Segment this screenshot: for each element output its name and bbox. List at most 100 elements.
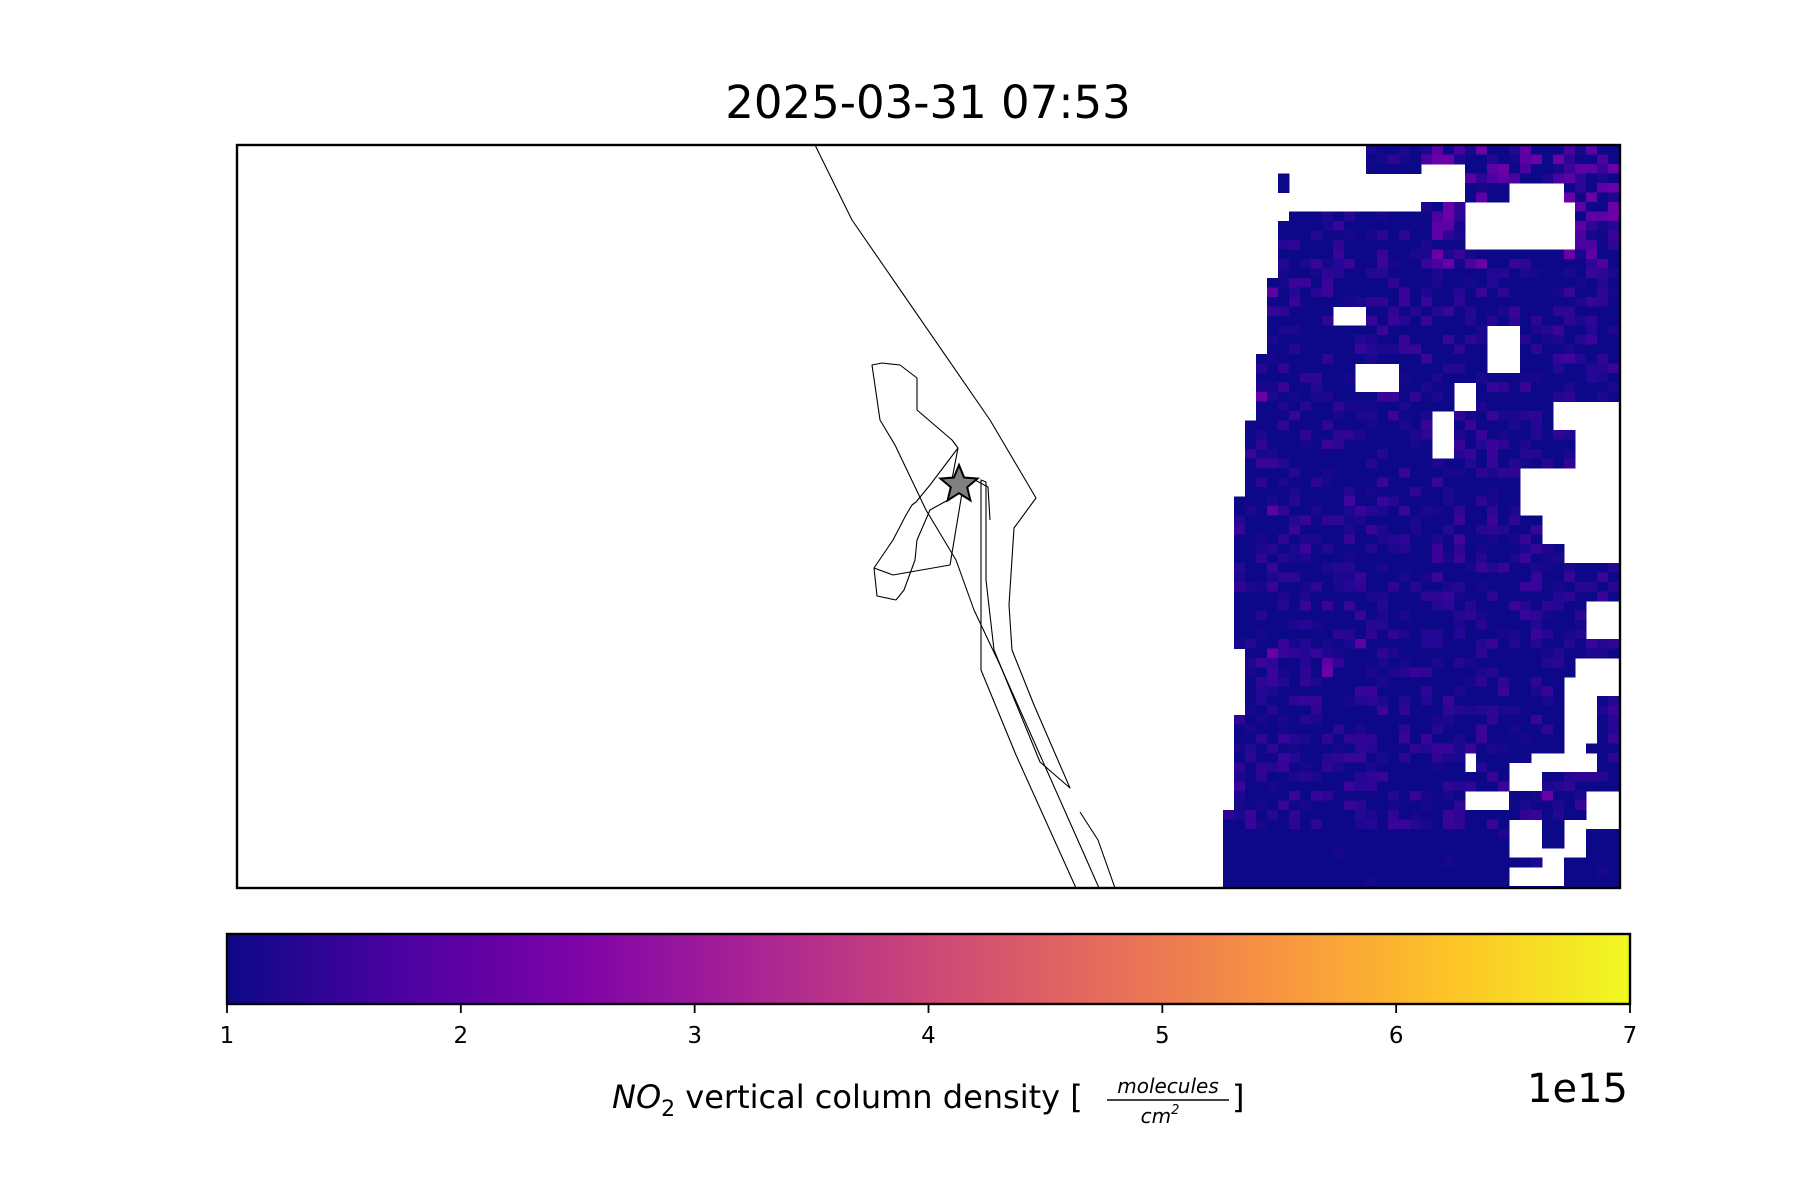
no2-pixel — [1487, 145, 1499, 155]
no2-pixel — [1278, 354, 1290, 364]
no2-pixel — [1410, 563, 1422, 573]
no2-pixel — [1454, 439, 1466, 450]
no2-pixel — [1487, 259, 1499, 269]
colorbar-tick-label: 5 — [1155, 1023, 1170, 1049]
no2-pixel — [1498, 667, 1510, 678]
no2-pixel — [1520, 382, 1532, 393]
no2-pixel — [1377, 610, 1389, 621]
no2-pixel — [1476, 439, 1488, 450]
no2-pixel — [1454, 325, 1466, 336]
no2-pixel — [1388, 506, 1400, 516]
no2-pixel — [1267, 705, 1279, 716]
no2-pixel — [1322, 810, 1334, 820]
no2-pixel — [1575, 810, 1587, 820]
no2-pixel — [1399, 468, 1411, 478]
no2-pixel — [1388, 819, 1400, 830]
no2-pixel — [1421, 867, 1433, 877]
no2-pixel — [1553, 439, 1565, 450]
no2-pixel — [1355, 487, 1367, 497]
no2-pixel — [1443, 487, 1455, 497]
no2-pixel — [1454, 278, 1466, 288]
no2-pixel — [1487, 553, 1499, 564]
no2-pixel — [1465, 164, 1477, 174]
no2-pixel — [1245, 458, 1257, 469]
no2-pixel — [1487, 838, 1499, 849]
no2-pixel — [1498, 401, 1510, 412]
no2-pixel — [1388, 344, 1400, 355]
no2-pixel — [1553, 249, 1565, 260]
no2-pixel — [1564, 629, 1576, 640]
no2-pixel — [1278, 743, 1290, 754]
no2-pixel — [1575, 601, 1587, 611]
no2-pixel — [1267, 829, 1279, 839]
no2-pixel — [1509, 591, 1521, 602]
no2-pixel — [1366, 306, 1378, 317]
no2-pixel — [1410, 876, 1422, 887]
no2-pixel — [1421, 449, 1433, 459]
no2-pixel — [1586, 848, 1598, 858]
no2-pixel — [1333, 819, 1345, 830]
no2-pixel — [1344, 515, 1356, 526]
no2-pixel — [1256, 525, 1268, 535]
no2-pixel — [1256, 696, 1268, 706]
no2-pixel — [1399, 401, 1411, 412]
no2-pixel — [1256, 734, 1268, 744]
no2-pixel — [1597, 867, 1609, 877]
no2-pixel — [1520, 724, 1532, 735]
no2-pixel — [1443, 848, 1455, 858]
no2-pixel — [1509, 268, 1521, 279]
no2-pixel — [1520, 534, 1532, 545]
no2-pixel — [1278, 867, 1290, 877]
colorbar-tick-label: 2 — [454, 1023, 469, 1049]
no2-pixel — [1476, 496, 1488, 507]
no2-pixel — [1564, 363, 1576, 374]
no2-pixel — [1333, 392, 1345, 402]
no2-pixel — [1399, 145, 1411, 155]
no2-pixel — [1278, 534, 1290, 545]
no2-pixel — [1509, 667, 1521, 678]
no2-pixel — [1377, 354, 1389, 364]
no2-pixel — [1245, 686, 1257, 697]
no2-pixel — [1542, 705, 1554, 716]
no2-pixel — [1245, 506, 1257, 516]
no2-pixel — [1300, 629, 1312, 640]
no2-pixel — [1498, 724, 1510, 735]
no2-pixel — [1498, 715, 1510, 725]
no2-pixel — [1300, 534, 1312, 545]
no2-pixel — [1575, 857, 1587, 868]
no2-pixel — [1476, 601, 1488, 611]
no2-pixel — [1465, 610, 1477, 621]
no2-pixel — [1333, 667, 1345, 678]
no2-pixel — [1608, 211, 1620, 222]
no2-pixel — [1289, 772, 1301, 782]
no2-pixel — [1608, 221, 1620, 231]
no2-pixel — [1256, 449, 1268, 459]
no2-pixel — [1245, 544, 1257, 554]
no2-pixel — [1520, 705, 1532, 716]
map-frame — [235, 143, 1622, 890]
no2-pixel — [1487, 781, 1499, 792]
no2-pixel — [1278, 249, 1290, 260]
no2-pixel — [1608, 306, 1620, 317]
no2-pixel — [1234, 601, 1246, 611]
no2-pixel — [1311, 487, 1323, 497]
no2-pixel — [1509, 496, 1521, 507]
no2-pixel — [1608, 363, 1620, 374]
no2-pixel — [1388, 525, 1400, 535]
no2-pixel — [1608, 705, 1620, 716]
no2-pixel — [1355, 639, 1367, 649]
no2-pixel — [1245, 667, 1257, 678]
no2-pixel — [1476, 563, 1488, 573]
no2-pixel — [1289, 819, 1301, 830]
no2-pixel — [1267, 430, 1279, 440]
no2-pixel — [1443, 468, 1455, 478]
no2-pixel — [1278, 876, 1290, 887]
no2-pixel — [1575, 268, 1587, 279]
no2-pixel — [1520, 791, 1532, 801]
no2-pixel — [1355, 734, 1367, 744]
no2-pixel — [1432, 667, 1444, 678]
no2-pixel — [1542, 696, 1554, 706]
no2-pixel — [1509, 297, 1521, 307]
no2-pixel — [1399, 629, 1411, 640]
no2-pixel — [1509, 145, 1521, 155]
